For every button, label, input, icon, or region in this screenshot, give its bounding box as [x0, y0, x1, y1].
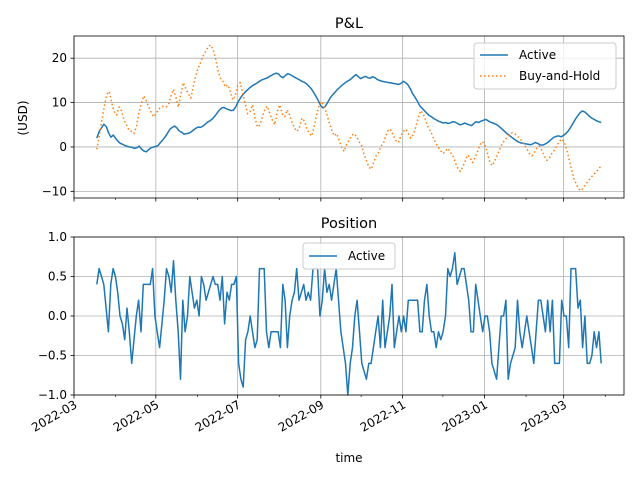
- position-lines: [96, 252, 602, 396]
- pnl-ytick-label--10: −10: [42, 184, 67, 198]
- pnl-legend-box: [473, 42, 617, 90]
- pnl-legend-bah-label: Buy-and-Hold: [519, 69, 600, 83]
- position-legend-active-label: Active: [348, 249, 385, 263]
- position-ytick-label--1: −1.0: [38, 388, 67, 402]
- position-series-active: [96, 252, 602, 396]
- position-legend-box: [302, 242, 396, 270]
- pnl-title: P&L: [335, 16, 363, 32]
- pnl-axes: P&L (USD) −10 0 10 20 Active Buy-and-Hold: [16, 16, 625, 202]
- pnl-ytick-label-0: 0: [59, 140, 67, 154]
- position-xlabel: time: [335, 451, 362, 465]
- pnl-ytick-label-20: 20: [52, 51, 67, 65]
- pnl-ticks: −10 0 10 20: [42, 51, 606, 202]
- pnl-ytick-label-10: 10: [52, 96, 67, 110]
- position-ytick-label--0.5: −0.5: [38, 349, 67, 363]
- position-title: Position: [321, 216, 377, 232]
- pnl-ylabel: (USD): [16, 100, 30, 135]
- position-ytick-label-1: 1.0: [48, 230, 67, 244]
- pnl-legend: Active Buy-and-Hold: [473, 42, 617, 90]
- pnl-series-active: [96, 72, 602, 153]
- position-ytick-label-0.5: 0.5: [48, 270, 67, 284]
- pnl-frame: [73, 35, 625, 199]
- pnl-lines: [96, 44, 602, 192]
- pnl-legend-active-label: Active: [519, 48, 556, 62]
- position-ytick-label-0: 0.0: [48, 309, 67, 323]
- position-legend: Active: [302, 242, 396, 270]
